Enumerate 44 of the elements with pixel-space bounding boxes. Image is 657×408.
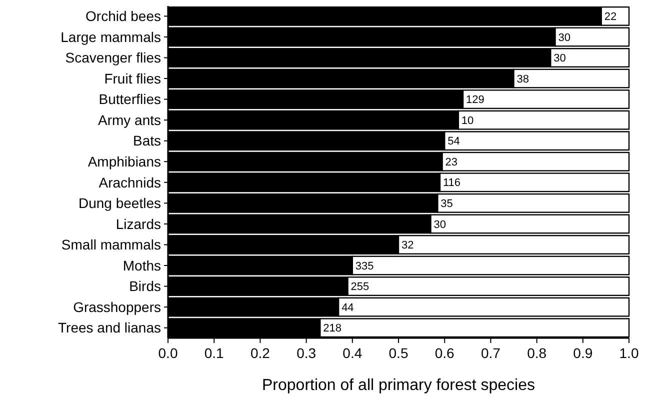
annotation: 116 xyxy=(442,177,461,190)
annotation: 129 xyxy=(466,94,484,106)
annotation: 335 xyxy=(355,260,374,272)
x-tick-label: 0.3 xyxy=(296,345,316,361)
annotation: 10 xyxy=(461,114,474,127)
x-tick-label: 0.1 xyxy=(204,345,224,361)
y-tick-label: Bats xyxy=(132,132,161,149)
y-tick-label: Grasshoppers xyxy=(73,298,161,315)
annotation: 30 xyxy=(554,52,566,65)
y-tick-label: Large mammals xyxy=(60,28,161,45)
x-axis-title: Proportion of all primary forest species xyxy=(262,377,535,394)
annotation: 35 xyxy=(440,198,453,210)
x-tick-label: 0.6 xyxy=(434,345,455,361)
x-tick-label: 1.0 xyxy=(619,345,639,361)
annotation: 30 xyxy=(434,218,446,231)
annotation: 38 xyxy=(516,73,529,86)
annotation: 255 xyxy=(350,281,370,294)
annotation: 22 xyxy=(604,11,617,24)
y-tick-label: Lizards xyxy=(116,216,161,232)
annotation: 23 xyxy=(445,156,458,168)
y-tick-label: Small mammals xyxy=(61,236,161,253)
y-tick-label: Army ants xyxy=(98,112,161,128)
y-tick-label: Fruit flies xyxy=(104,70,161,86)
y-tick-label: Trees and lianas xyxy=(58,320,161,336)
x-tick-label: 0.9 xyxy=(573,345,593,361)
y-tick-label: Orchid bees xyxy=(86,8,161,24)
annotation: 32 xyxy=(402,240,414,252)
y-tick-label: Arachnids xyxy=(98,174,161,190)
y-tick-label: Birds xyxy=(129,278,161,294)
y-tick-label: Amphibians xyxy=(88,154,161,170)
y-tick-label: Moths xyxy=(122,257,161,274)
annotation: 30 xyxy=(558,32,570,44)
x-tick-label: 0.4 xyxy=(342,345,362,361)
x-tick-label: 0.0 xyxy=(158,345,178,361)
y-tick-label: Dung beetles xyxy=(78,195,161,212)
x-tick-label: 0.7 xyxy=(480,345,501,361)
x-tick-label: 0.8 xyxy=(527,345,547,361)
annotation: 44 xyxy=(342,302,354,314)
x-tick-label: 0.2 xyxy=(250,345,270,361)
y-tick-label: Scavenger flies xyxy=(65,50,161,66)
y-tick-label: Butterflies xyxy=(98,91,161,108)
annotation: 218 xyxy=(323,322,342,335)
annotation: 54 xyxy=(448,136,460,148)
x-tick-label: 0.5 xyxy=(388,345,408,361)
